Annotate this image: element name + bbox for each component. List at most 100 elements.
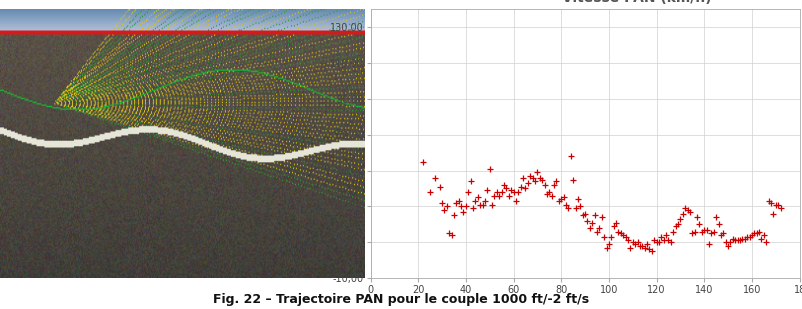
Point <box>612 229 625 234</box>
Point <box>500 186 512 191</box>
Point <box>514 184 527 189</box>
Point <box>529 179 541 184</box>
Point <box>619 235 632 239</box>
Point <box>662 238 675 243</box>
Point <box>703 242 715 247</box>
Point <box>467 206 480 211</box>
Point <box>622 238 634 243</box>
Point <box>583 226 596 231</box>
Point <box>541 191 553 196</box>
Point <box>433 184 446 189</box>
Point <box>452 199 465 204</box>
Point <box>507 190 520 195</box>
Point <box>581 218 593 223</box>
Point <box>700 227 713 232</box>
Point <box>492 193 505 198</box>
Point <box>727 236 739 241</box>
Point <box>502 193 515 198</box>
Point <box>423 190 436 195</box>
Point <box>610 220 622 225</box>
Point <box>560 202 573 207</box>
Point <box>462 190 475 195</box>
Point <box>769 202 782 207</box>
Point <box>641 242 654 247</box>
Point <box>550 179 563 184</box>
Point <box>481 188 494 193</box>
Point <box>686 231 699 236</box>
Point <box>691 215 703 220</box>
Text: Fig. 22 – Trajectoire PAN pour le couple 1000 ft/-2 ft/s: Fig. 22 – Trajectoire PAN pour le couple… <box>213 293 589 306</box>
Point <box>664 240 677 245</box>
Point <box>602 242 615 247</box>
Point <box>669 224 682 229</box>
Point <box>607 224 620 229</box>
Point <box>555 197 568 202</box>
Point <box>569 206 582 211</box>
Point <box>752 229 765 234</box>
Point <box>538 182 551 187</box>
Point <box>629 242 642 247</box>
Point <box>460 204 472 209</box>
Point <box>450 200 463 205</box>
Point <box>774 206 787 211</box>
Point <box>767 211 780 216</box>
Point <box>655 235 668 239</box>
Point <box>476 202 489 207</box>
Point <box>474 202 487 207</box>
Point <box>577 213 589 218</box>
Point <box>759 240 772 245</box>
Point <box>562 206 575 211</box>
Point <box>590 229 603 234</box>
Point <box>681 208 694 213</box>
Point <box>688 229 701 234</box>
Point <box>438 208 451 213</box>
Point <box>516 175 529 180</box>
Point <box>648 238 661 243</box>
Point <box>504 188 517 193</box>
Point <box>443 231 456 236</box>
Point <box>521 181 534 186</box>
Point <box>751 231 764 236</box>
Point <box>666 229 679 234</box>
Point <box>497 182 510 187</box>
Point <box>650 240 663 245</box>
Point <box>457 209 470 214</box>
Point <box>731 238 744 243</box>
Point <box>472 195 484 200</box>
Point <box>509 199 522 204</box>
Point <box>671 222 684 227</box>
Point <box>491 190 504 195</box>
Point <box>445 233 458 238</box>
Point <box>526 175 539 180</box>
Point <box>557 195 570 200</box>
Point <box>634 243 646 248</box>
Point <box>719 240 732 245</box>
Point <box>578 211 591 216</box>
Point <box>617 233 630 238</box>
Point <box>722 243 735 248</box>
Point <box>624 245 637 250</box>
Point <box>695 229 708 234</box>
Point <box>524 173 537 178</box>
Point <box>593 226 606 231</box>
Point <box>469 199 482 204</box>
Point <box>643 247 656 252</box>
Point <box>486 202 499 207</box>
Point <box>600 245 613 250</box>
Point <box>440 204 453 209</box>
Point <box>531 170 544 175</box>
Point <box>455 204 468 209</box>
Point <box>553 199 565 204</box>
Point <box>762 199 775 204</box>
Point <box>676 211 689 216</box>
Title: Vitesse PAN (km/h): Vitesse PAN (km/h) <box>561 0 711 5</box>
Point <box>519 186 532 191</box>
Point <box>705 231 718 236</box>
Point <box>710 215 723 220</box>
Point <box>772 202 784 207</box>
Point <box>567 177 580 182</box>
Point <box>712 222 725 227</box>
Point <box>536 177 549 182</box>
Point <box>739 236 751 241</box>
Point <box>658 238 670 243</box>
